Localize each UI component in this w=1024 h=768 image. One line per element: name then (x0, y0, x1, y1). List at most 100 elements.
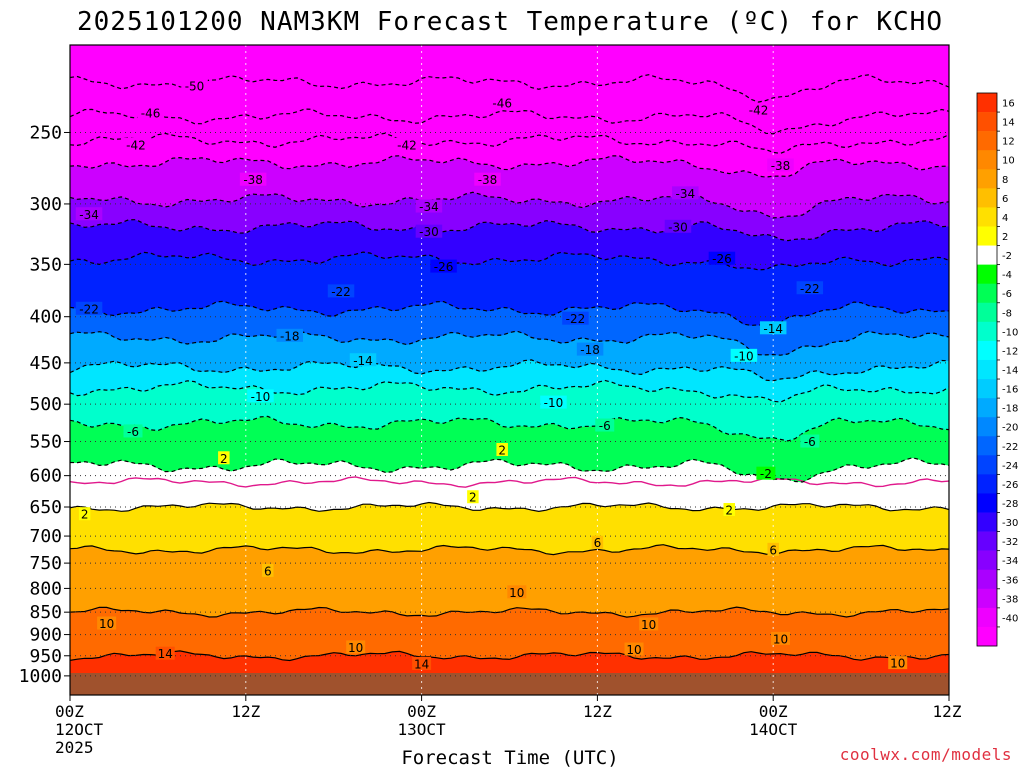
colorbar-label: -36 (1002, 575, 1018, 586)
colorbar-swatch (977, 474, 997, 494)
y-tick-label: 950 (29, 646, 62, 667)
isotherm-label-text: -6 (804, 435, 816, 449)
isotherm-label-bg (496, 442, 508, 456)
colorbar-swatch (977, 340, 997, 361)
isotherm-label-bg (137, 106, 164, 120)
isotherm-label: 6 (767, 542, 779, 557)
colorbar-swatch (977, 531, 997, 551)
isotherm-label: -34 (672, 186, 699, 201)
colorbar-label: 12 (1002, 137, 1015, 148)
colorbar-swatch (977, 359, 997, 380)
isotherm-label-bg (75, 207, 103, 221)
y-tick-label: 750 (29, 553, 62, 574)
colorbar-swatch (977, 607, 997, 628)
isotherm-label: -42 (122, 137, 150, 152)
isotherm-label-bg (276, 328, 303, 342)
isotherm-line (70, 251, 949, 271)
isotherm-label-bg (664, 219, 692, 233)
colorbar-frame (976, 92, 998, 647)
isotherm-label-text: 6 (264, 564, 272, 578)
colorbar-label: 10 (1002, 156, 1015, 167)
isotherm-label-text: 14 (414, 657, 429, 671)
x-tick-label: 12OCT (55, 720, 104, 739)
isotherm-label-bg (239, 172, 267, 186)
isotherm-label-text: -34 (419, 200, 439, 214)
isotherm-label-text: -10 (734, 349, 754, 363)
isotherm-label-bg (412, 656, 432, 670)
y-tick-label: 300 (29, 194, 62, 215)
colorbar-swatch (977, 569, 997, 590)
isotherm-label-bg (576, 342, 604, 356)
isotherm-label-bg (730, 348, 758, 362)
isotherm-label: -26 (430, 259, 457, 274)
colorbar-label: -30 (1002, 518, 1018, 529)
isotherm-label: 10 (507, 585, 527, 600)
colorbar-swatch (977, 150, 997, 170)
isotherm-label: 2 (467, 490, 479, 505)
isotherm-label-bg (247, 389, 274, 403)
isotherm-label-bg (346, 640, 366, 654)
isotherm-line (70, 650, 949, 662)
isotherm-label: -26 (708, 251, 736, 266)
credit-text: coolwx.com/models (840, 745, 1012, 764)
isotherm-lines (70, 74, 949, 662)
isotherm-label: 10 (624, 642, 644, 657)
y-tick-label: 450 (29, 353, 62, 374)
isotherm-label: 6 (591, 535, 604, 550)
isotherm-label: -2 (756, 466, 776, 481)
colorbar-label: -38 (1002, 594, 1018, 605)
colorbar-label: -24 (1002, 461, 1018, 472)
colorbar-swatch (977, 417, 997, 437)
isotherm-label-bg (507, 585, 527, 599)
isotherm-label-bg (672, 186, 699, 200)
colorbar-label: -6 (1002, 289, 1012, 300)
isotherm-line (70, 219, 949, 242)
chart-title: 2025101200 NAM3KM Forecast Temperature (… (77, 7, 943, 37)
isotherm-label-text: -2 (760, 467, 772, 481)
isotherm-label: -22 (562, 311, 589, 326)
x-tick-label: 13OCT (398, 720, 447, 739)
isotherm-label-bg (767, 158, 794, 172)
isotherm-label-text: -30 (419, 225, 439, 239)
x-tick-label: 00Z (407, 702, 436, 721)
isotherm-line (70, 132, 949, 155)
y-tick-label: 800 (29, 578, 62, 599)
isotherm-label: -10 (540, 395, 567, 410)
isotherm-label-text: -26 (712, 252, 732, 266)
isotherm-line (70, 300, 949, 327)
y-tick-label: 350 (29, 254, 62, 275)
y-tick-label: 700 (29, 526, 62, 547)
temperature-fill (70, 45, 949, 695)
colorbar-swatch (977, 436, 997, 456)
isotherm-label: -38 (239, 172, 267, 187)
colorbar-label: 8 (1002, 175, 1008, 186)
y-axis: 2503003504004505005506006507007508008509… (19, 122, 70, 687)
isotherm-label: 2 (218, 451, 230, 466)
isotherm-label-text: -38 (771, 159, 791, 173)
isotherm-label-text: 6 (594, 536, 602, 550)
x-tick-label: 00Z (55, 702, 84, 721)
isotherm-label-text: -34 (675, 187, 695, 201)
temperature-band (70, 544, 949, 618)
colorbar-label: -10 (1002, 327, 1018, 338)
isotherm-label-text: 10 (348, 641, 363, 655)
isotherm-label-text: -46 (492, 97, 512, 111)
isotherm-label-text: -22 (800, 282, 820, 296)
isotherm-label-text: 2 (469, 491, 477, 505)
isotherm-line (70, 108, 949, 135)
isotherm-label-text: 14 (158, 647, 173, 661)
colorbar-label: -8 (1002, 308, 1012, 319)
isotherm-label-bg (349, 353, 377, 367)
isotherm-label: 10 (888, 656, 908, 671)
isotherm-label-bg (415, 199, 443, 213)
isotherm-label-text: -6 (127, 425, 139, 439)
isotherm-label-text: 6 (769, 543, 777, 557)
colorbar-label: -16 (1002, 385, 1018, 396)
isotherm-label-text: -46 (141, 107, 161, 121)
isotherm-label: 10 (771, 631, 791, 646)
isotherm-label-text: 2 (498, 443, 506, 457)
y-tick-label: 850 (29, 602, 62, 623)
isotherm-label: -22 (327, 284, 355, 299)
isotherm-label-bg (796, 281, 824, 295)
